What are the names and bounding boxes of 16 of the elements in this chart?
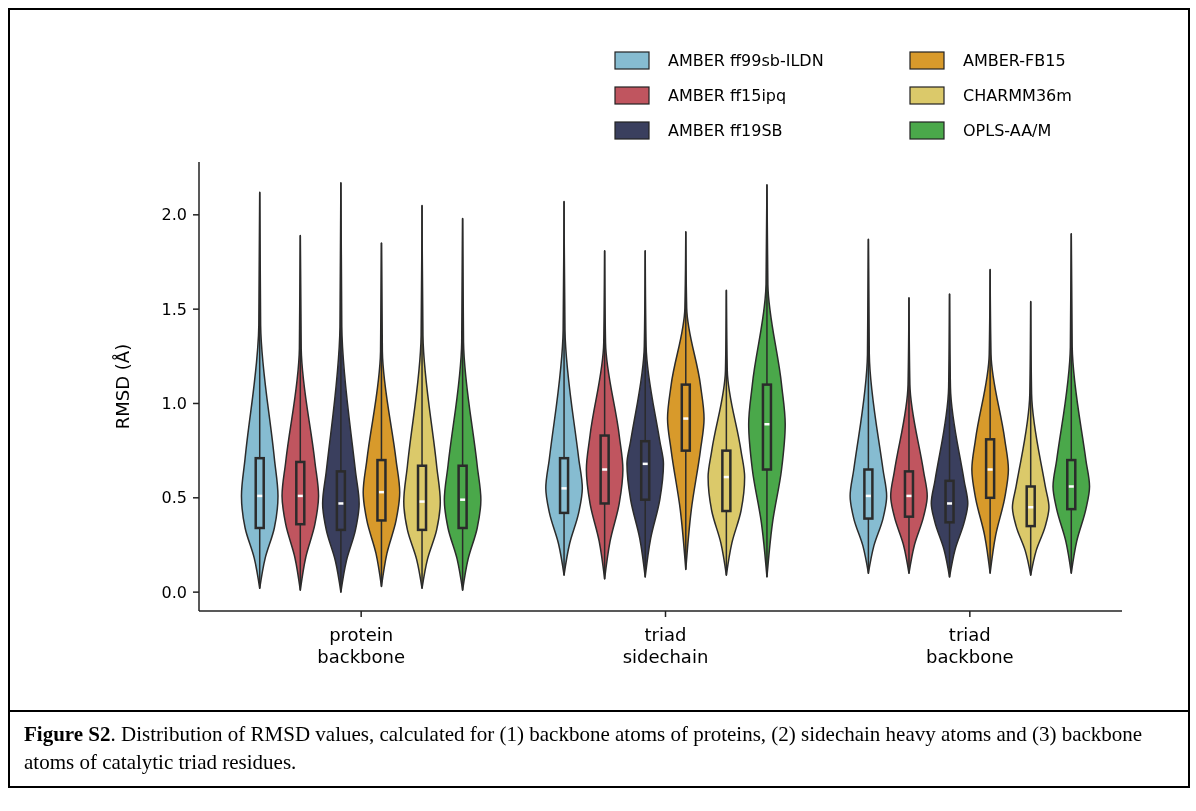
x-tick-label: triad backbone: [925, 624, 1014, 667]
legend-label: AMBER ff99sb-ILDN: [668, 50, 824, 70]
y-tick-label: 2.0: [161, 205, 187, 225]
legend-label: CHARMM36m: [963, 85, 1072, 105]
y-axis-title: RMSD (Å): [112, 343, 133, 430]
y-tick-label: 0.0: [161, 582, 187, 602]
y-tick-label: 0.5: [161, 488, 187, 508]
caption: Figure S2. Distribution of RMSD values, calculated for (1) backbone atoms of proteins, (2) sidechain heavy atoms and (3) backbone atoms of catalytic triad residues.: [10, 710, 1188, 786]
legend-label: AMBER-FB15: [963, 50, 1066, 70]
x-tick-label: triad sidechain: [622, 624, 709, 667]
legend-label: AMBER ff15ipq: [668, 85, 787, 105]
legend-label: AMBER ff19SB: [668, 120, 783, 140]
legend-label: OPLS-AA/M: [963, 120, 1052, 140]
y-tick-label: 1.5: [161, 299, 187, 319]
x-tick-label: protein backbone: [317, 624, 406, 667]
y-tick-label: 1.0: [161, 394, 187, 414]
